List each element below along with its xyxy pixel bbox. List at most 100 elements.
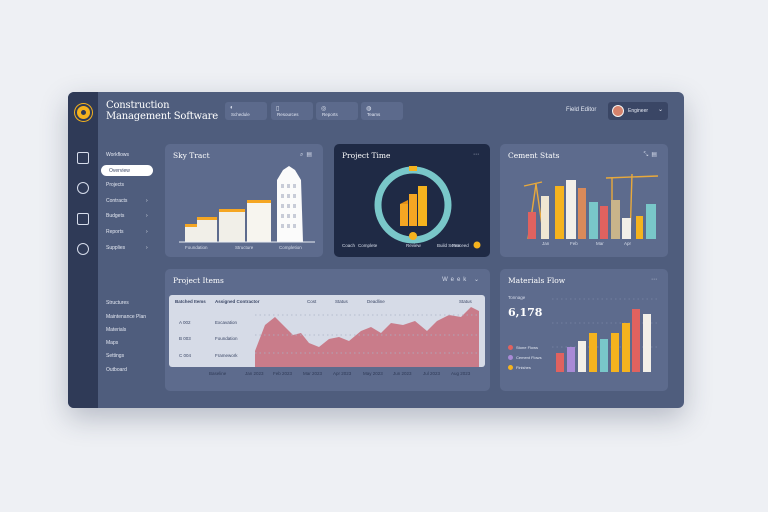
cost-area-chart [255,307,479,367]
chevron-right-icon: › [146,213,148,219]
bar [528,212,536,239]
user-role-label: Field Editor [566,107,597,113]
tower-window [287,214,290,218]
ring-bar [409,194,417,226]
sidebar-item-supplies[interactable]: Supplies › [106,245,148,251]
more-icon[interactable]: ⋯ [473,152,482,158]
sidebar-item-settings[interactable]: Settings [106,353,124,359]
crane-jib [523,181,543,187]
row-id[interactable]: A 002 [179,320,191,325]
x-tick: Mar 2023 [303,371,323,376]
sidebar-item-materials[interactable]: Materials [106,327,126,333]
row-id[interactable]: C 004 [179,353,192,358]
project-time-panel: Project Time ⋯ Coach Complete Review Bui… [334,144,490,257]
grid-icon[interactable] [77,213,89,225]
x-tick: Baseline [209,371,227,376]
sky-label-completion: Completion [279,245,302,250]
sidebar-item-workflows[interactable]: Workflows [106,152,129,158]
sidebar-item-contracts[interactable]: Contracts › [106,198,148,204]
avatar [612,105,624,117]
sidebar-item-label: Maps [106,340,119,346]
book-icon[interactable] [77,152,89,164]
x-tick: Jan 2023 [245,371,264,376]
top-button-schedule[interactable]: ◐ Schedule [225,102,267,120]
sidebar-item-label: Maintenance Plan [106,314,147,320]
project-items-panel: Project Items Week ⌄ Batched Items Assig… [165,269,490,391]
panel-title: Project Time [342,151,391,160]
panel-toolbar: ⌕▤ [300,151,315,159]
time-label-coach: Coach [342,243,356,248]
construction-illustration [523,173,659,240]
row-name[interactable]: Foundation [215,336,238,341]
column-header: Deadline [367,299,385,304]
top-button-resources[interactable]: ▯ Resources [271,102,313,120]
legend-item: Stone Flows [508,345,538,351]
zoom-icon[interactable]: ⌕ [299,152,307,158]
top-button-label: Schedule [231,112,250,117]
top-button-label: Teams [367,112,381,117]
app-window: Construction Management Software ◐ Sched… [68,92,684,408]
sidebar-item-projects[interactable]: Projects [106,182,124,188]
tower-window [287,204,290,208]
panel-toolbar: Week ⌄ [442,276,482,283]
building-3 [219,211,245,242]
row-id[interactable]: B 003 [179,336,191,341]
building-4 [247,202,271,242]
bar [541,196,549,239]
panel-toolbar: ⤡▤ [644,151,660,159]
bar [611,333,619,372]
chevron-down-icon[interactable]: ⌄ [473,277,482,283]
cement-label: Mar [596,241,604,246]
user-menu[interactable]: Engineer ⌄ [608,102,668,120]
legend-item: Cement Flows [508,355,542,361]
sidebar-item-label: Budgets [106,213,125,219]
bar [611,200,620,239]
bar [646,204,656,239]
logo-icon[interactable] [75,104,92,121]
bar [589,333,597,372]
tower-window [293,184,296,188]
ring-bar-shade [400,200,408,204]
project-items-table: Batched Items Assigned Contractor Cost S… [169,295,485,367]
crane-jib-right [605,175,659,179]
panel-toolbar: ⋯ [473,151,482,158]
cement-stats-panel: Cement Stats ⤡▤ Jan Feb Mar [500,144,668,257]
legend-label: Cement Flows [516,355,542,360]
menu-icon[interactable]: ▤ [306,152,315,158]
building-4-top [247,200,271,203]
week-filter[interactable]: Week [442,277,470,283]
materials-bar-chart [552,298,660,372]
sidebar-item-structures[interactable]: Structures [106,300,129,306]
skyline-illustration [179,166,315,243]
x-tick: Jul 2023 [423,371,441,376]
sidebar-item-outboard[interactable]: Outboard [106,367,127,373]
sidebar-item-label: Settings [106,353,125,359]
tower-window [281,184,284,188]
sidebar-item-budgets[interactable]: Budgets › [106,213,148,219]
play-circle-icon[interactable] [77,182,89,194]
legend-label: Finishes [516,365,531,370]
panel-title: Cement Stats [508,151,560,160]
tower-window [293,224,296,228]
sidebar-item-reports[interactable]: Reports › [106,229,148,235]
row-name[interactable]: Framework [215,353,238,358]
building-1-top [185,224,197,227]
sidebar-item-overview[interactable]: Overview [101,165,153,176]
bar [600,206,608,239]
sidebar-item-maintenance[interactable]: Maintenance Plan [106,314,146,320]
top-button-teams[interactable]: ◍ Teams [361,102,403,120]
sky-label-structure: Structure [235,245,254,250]
cement-label: Feb [570,241,578,246]
list-icon[interactable]: ▤ [651,152,660,158]
tower-window [293,204,296,208]
top-button-label: Reports [322,112,338,117]
x-tick: Feb 2023 [273,371,293,376]
cube-icon[interactable] [77,243,89,255]
schedule-icon: ◐ [230,105,234,111]
sidebar-item-label: Workflows [106,152,129,158]
sidebar-item-maps[interactable]: Maps [106,340,118,346]
more-icon[interactable]: ⋯ [651,277,660,283]
top-button-reports[interactable]: ◎ Reports [316,102,358,120]
row-name[interactable]: Excavation [215,320,238,325]
collapse-icon[interactable]: ⤡ [643,152,652,158]
